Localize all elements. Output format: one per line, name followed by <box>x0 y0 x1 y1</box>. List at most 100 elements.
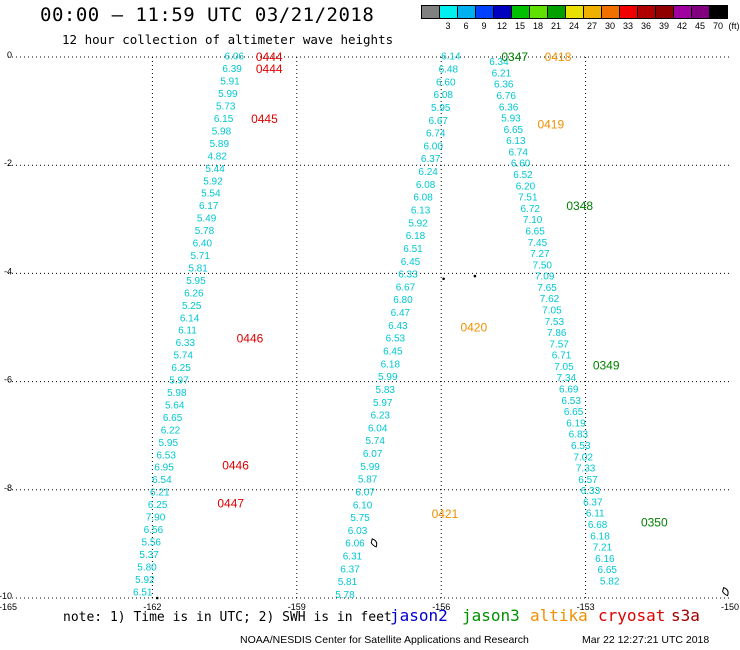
color-scale-labels: 3 6 9 12 15 18 21 24 27 30 33 36 39 42 45 70 (ft) <box>422 21 740 35</box>
wave-height-value: 7.09 <box>535 272 555 283</box>
wave-height-value: 6.43 <box>388 321 408 332</box>
wave-height-value: 6.53 <box>156 450 176 461</box>
wave-height-value: 6.74 <box>508 147 528 158</box>
wave-height-value: 6.95 <box>154 463 174 474</box>
wave-height-value: 6.07 <box>355 487 375 498</box>
wave-height-value: 6.72 <box>521 204 541 215</box>
y-tick-label: -10 <box>0 591 12 601</box>
pass-time-label: 0349 <box>593 358 620 372</box>
color-scale-tick: 21 <box>550 21 562 31</box>
y-tick-label: 0 <box>7 50 12 60</box>
wave-height-value: 6.06 <box>224 52 244 63</box>
wave-height-value: 5.95 <box>159 438 179 449</box>
wave-height-value: 6.45 <box>401 257 421 268</box>
wave-height-value: 6.13 <box>411 206 431 217</box>
color-scale-bar <box>421 5 728 19</box>
satellite-legend-jason3: jason3 <box>462 606 520 625</box>
color-scale-tick: 45 <box>694 21 706 31</box>
wave-height-value: 6.08 <box>416 180 436 191</box>
color-swatch <box>529 5 548 19</box>
wave-height-value: 6.65 <box>504 125 524 136</box>
wave-height-value: 6.19 <box>566 418 586 429</box>
wave-height-value: 6.14 <box>441 52 461 63</box>
wave-height-value: 6.08 <box>413 193 433 204</box>
wave-height-value: 5.25 <box>182 301 202 312</box>
wave-height-value: 6.76 <box>496 91 516 102</box>
color-swatch <box>475 5 494 19</box>
wave-height-value: 6.83 <box>569 430 589 441</box>
wave-height-value: 5.99 <box>218 89 238 100</box>
color-swatch <box>619 5 638 19</box>
wave-height-value: 7.34 <box>557 373 577 384</box>
wave-height-value: 5.98 <box>212 126 232 137</box>
wave-height-value: 7.53 <box>545 317 565 328</box>
wave-height-value: 6.65 <box>564 407 584 418</box>
wave-height-value: 7.05 <box>542 306 562 317</box>
color-swatch <box>709 5 728 19</box>
wave-height-value: 6.25 <box>148 500 168 511</box>
island-marker <box>473 274 477 278</box>
wave-height-value: 6.53 <box>561 396 581 407</box>
wave-height-value: 6.13 <box>506 136 526 147</box>
pass-time-label: 0419 <box>537 118 564 132</box>
pass-time-label: 0446 <box>237 331 264 345</box>
wave-height-value: 6.25 <box>171 363 191 374</box>
wave-height-value: 6.39 <box>222 64 242 75</box>
wave-height-value: 6.22 <box>161 425 181 436</box>
wave-height-value: 5.71 <box>190 251 210 262</box>
wave-height-value: 5.44 <box>205 164 225 175</box>
wave-height-value: 5.73 <box>216 102 236 113</box>
wave-height-value: 7.57 <box>549 339 569 350</box>
wave-height-value: 6.20 <box>516 181 536 192</box>
wave-height-value: 5.64 <box>165 400 185 411</box>
wave-height-value: 5.78 <box>195 226 215 237</box>
color-scale-tick: 70 <box>712 21 724 31</box>
wave-height-value: 6.33 <box>398 270 418 281</box>
wave-height-value: 6.23 <box>370 411 390 422</box>
wave-height-value: 7.10 <box>523 215 543 226</box>
page-title: 00:00 – 11:59 UTC 03/21/2018 <box>40 4 375 26</box>
wave-height-value: 7.02 <box>573 452 593 463</box>
wave-height-value: 5.81 <box>338 577 358 588</box>
wave-height-value: 6.18 <box>406 231 426 242</box>
wave-height-value: 6.07 <box>363 449 383 460</box>
color-swatch <box>655 5 674 19</box>
page-subtitle: 12 hour collection of altimeter wave hei… <box>62 32 394 47</box>
wave-height-value: 6.37 <box>421 154 441 165</box>
color-swatch <box>601 5 620 19</box>
footer-note: note: 1) Time is in UTC; 2) SWH is in fe… <box>63 610 392 625</box>
wave-height-value: 6.37 <box>340 564 360 575</box>
wave-height-value: 5.97 <box>169 376 189 387</box>
wave-height-value: 6.21 <box>150 488 170 499</box>
wave-height-value: 5.98 <box>167 388 187 399</box>
wave-height-value: 6.14 <box>180 313 200 324</box>
wave-height-value: 6.52 <box>513 170 533 181</box>
wave-height-value: 6.37 <box>583 497 603 508</box>
color-swatch <box>457 5 476 19</box>
color-swatch <box>637 5 656 19</box>
wave-height-value: 5.74 <box>365 436 385 447</box>
wave-height-value: 6.18 <box>381 359 401 370</box>
island-marker <box>442 277 445 281</box>
pass-time-label: 0447 <box>217 496 244 510</box>
wave-height-value: 6.80 <box>393 295 413 306</box>
color-swatch <box>439 5 458 19</box>
wave-height-value: 6.65 <box>598 565 618 576</box>
y-tick-label: -8 <box>4 483 12 493</box>
wave-height-value: 6.45 <box>383 346 403 357</box>
wave-height-value: 6.11 <box>586 509 605 520</box>
wave-height-value: 6.65 <box>163 413 183 424</box>
color-scale-tick: 42 <box>676 21 688 31</box>
color-swatch <box>565 5 584 19</box>
wave-height-value: 5.99 <box>378 372 398 383</box>
wave-height-value: 7.62 <box>540 294 560 305</box>
wave-height-value: 6.36 <box>494 80 514 91</box>
wave-height-value: 6.74 <box>426 129 446 140</box>
color-swatch <box>511 5 530 19</box>
color-scale-tick: 15 <box>514 21 526 31</box>
generated-timestamp: Mar 22 12:27:21 UTC 2018 <box>582 634 710 646</box>
wave-height-value: 6.11 <box>178 326 197 337</box>
pass-time-label: 0418 <box>545 50 572 64</box>
wave-height-value: 5.87 <box>358 475 378 486</box>
